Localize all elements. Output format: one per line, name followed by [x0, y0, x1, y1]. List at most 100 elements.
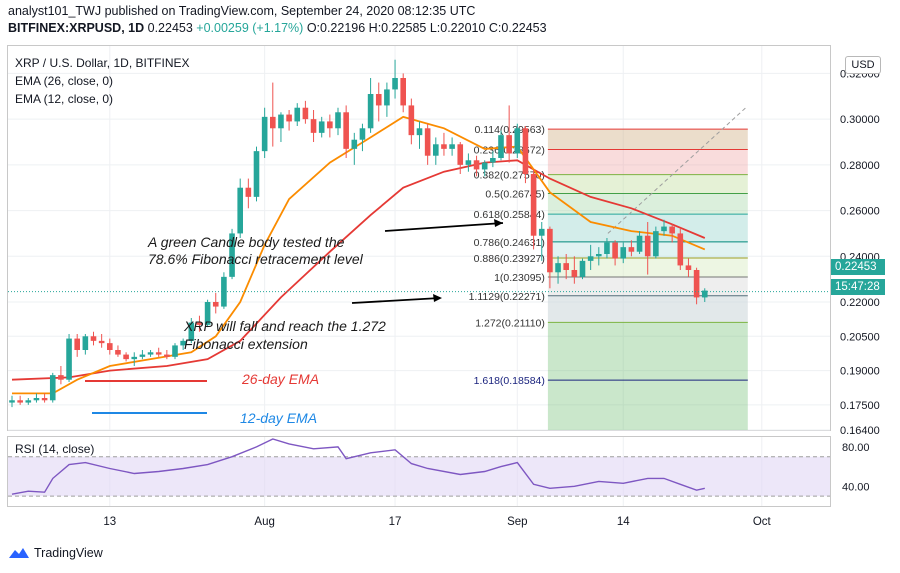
candle-body	[433, 144, 439, 156]
candle-body	[571, 270, 578, 277]
candle-body	[693, 270, 700, 298]
candle-body	[196, 322, 203, 325]
candle-body	[375, 94, 382, 106]
last-value: 0.22453	[147, 21, 193, 35]
candle-body	[449, 144, 455, 149]
tradingview-logo[interactable]: TradingView	[8, 546, 103, 560]
rsi-line	[11, 438, 705, 495]
candle-body	[41, 398, 48, 401]
candle-body	[384, 89, 390, 106]
ema12-label: 12-day EMA	[240, 410, 318, 426]
candle-body	[253, 151, 260, 197]
price-tick-label: 0.20500	[840, 331, 880, 343]
fib-level-label: 0.886(0.23927)	[474, 253, 545, 265]
candle-body	[115, 350, 121, 355]
currency-button[interactable]: USD	[845, 56, 881, 74]
candle-body	[441, 144, 447, 149]
candle-body	[498, 135, 504, 158]
candle-body	[278, 114, 284, 129]
candle-body	[155, 352, 162, 355]
candle-body	[596, 254, 602, 257]
annotation-fall-target-1: XRP will fall and reach the 1.272	[184, 318, 386, 334]
publisher-line: analyst101_TWJ published on TradingView.…	[8, 4, 476, 18]
candle-body	[579, 260, 586, 277]
candle-body	[677, 233, 684, 266]
candle-body	[644, 235, 651, 257]
price-tick-label: 0.30000	[840, 114, 880, 126]
time-tick-label: 17	[389, 516, 402, 528]
candle-body	[237, 187, 243, 234]
candle-body	[669, 226, 675, 234]
candle-body	[17, 400, 23, 403]
candle-body	[473, 160, 480, 170]
candle-body	[506, 135, 512, 154]
candle-body	[180, 340, 186, 346]
annotation-arrowhead	[494, 219, 503, 227]
candle-body	[490, 158, 496, 163]
candle-body	[188, 322, 195, 341]
candle-body	[424, 128, 431, 156]
candle-body	[318, 121, 325, 133]
time-tick-label: 13	[103, 516, 116, 528]
annotation-arrow	[384, 222, 504, 232]
candle-body	[522, 128, 529, 174]
candle-body	[457, 144, 464, 165]
price-tick-label: 0.28000	[840, 160, 880, 172]
fib-zone	[547, 295, 748, 323]
candle-body	[392, 78, 398, 90]
legend-rsi[interactable]: RSI (14, close)	[15, 442, 95, 456]
annotation-arrowhead	[433, 294, 442, 302]
candle-body	[563, 263, 569, 270]
change-value: +0.00259 (+1.17%)	[196, 21, 304, 35]
bar-countdown-badge: 15:47:28	[831, 279, 885, 295]
candle-body	[653, 231, 659, 257]
candle-body	[620, 247, 627, 259]
candle-body	[66, 338, 72, 380]
candle-body	[107, 343, 113, 350]
candle-body	[33, 398, 40, 401]
rsi-pane-frame	[7, 436, 831, 507]
annotation-green-candle-2: 78.6% Fibonacci retracement level	[148, 251, 363, 267]
candle-body	[261, 116, 268, 152]
legend-ema12[interactable]: EMA (12, close, 0)	[15, 92, 114, 106]
candle-body	[481, 162, 488, 170]
candle-body	[164, 354, 170, 357]
candle-body	[25, 400, 32, 403]
candle-body	[351, 139, 358, 149]
ohlc-values: O:0.22196 H:0.22585 L:0.22010 C:0.22453	[306, 21, 547, 35]
rsi-tick-label: 40.00	[842, 481, 870, 493]
candle-body	[335, 112, 341, 129]
candle-body	[212, 302, 219, 307]
fib-level-label: 0.786(0.24631)	[474, 237, 545, 249]
candle-body	[229, 233, 235, 277]
candle-body	[367, 94, 374, 129]
legend-ema26[interactable]: EMA (26, close, 0)	[15, 74, 114, 88]
candle-body	[302, 107, 309, 120]
ema26-label: 26-day EMA	[242, 371, 320, 387]
candle-body	[327, 121, 333, 129]
candle-body	[408, 105, 415, 136]
candle-body	[123, 354, 129, 360]
fib-zone	[547, 174, 748, 194]
candle-body	[58, 375, 64, 380]
candle-body	[636, 235, 643, 252]
chart-title: XRP / U.S. Dollar, 1D, BITFINEX	[15, 56, 190, 70]
candle-body	[547, 228, 553, 273]
price-tick-label: 0.17500	[840, 400, 880, 412]
candle-body	[90, 336, 97, 341]
fib-level-label: 1.1129(0.22271)	[469, 291, 545, 303]
ema26-line	[11, 159, 706, 381]
fib-level-label: 1.272(0.21110)	[475, 317, 545, 329]
candle-body	[555, 263, 561, 273]
symbol-summary: BITFINEX:XRPUSD, 1D 0.22453 +0.00259 (+1…	[8, 21, 547, 35]
fib-level-label: 1(0.23095)	[494, 272, 545, 284]
candle-body	[343, 112, 349, 149]
candle-body	[661, 226, 667, 232]
candle-body	[294, 107, 301, 122]
candle-body	[685, 265, 692, 270]
candle-body	[49, 375, 56, 401]
price-tick-label: 0.19000	[840, 366, 880, 378]
time-tick-label: Sep	[507, 516, 527, 528]
tradingview-brand: TradingView	[34, 546, 103, 560]
